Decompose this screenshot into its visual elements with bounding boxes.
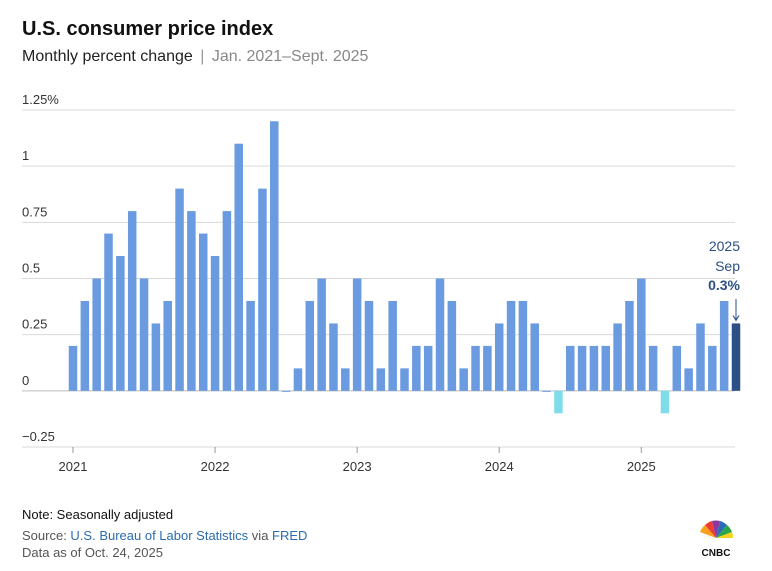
cnbc-logo: CNBC [700,520,734,558]
y-tick-label: 1.25% [22,92,59,107]
bar [625,300,634,391]
bar [139,278,149,391]
subtitle-separator: | [200,48,205,65]
bar [175,188,184,391]
bar [341,368,350,391]
source-bls-link[interactable]: U.S. Bureau of Labor Statistics [70,528,249,543]
bar [589,345,599,391]
bar [447,300,457,391]
axis-labels: 1.25% 1 0.75 0.5 0.25 0 −0.25 2021 2022 2023 2024 2… [22,92,656,474]
bar [317,278,326,391]
bar [637,278,646,391]
y-tick-label: 0.25 [22,317,47,332]
bar [566,345,575,391]
bar [518,300,528,391]
bar [329,323,338,391]
bars [68,121,741,414]
y-tick-label: 0 [22,373,29,388]
bar [471,345,480,391]
bar [400,368,409,391]
bar [305,300,315,391]
note-text: Note: Seasonally adjusted [22,507,174,522]
bar [210,256,220,391]
chart-title: U.S. consumer price index [22,18,274,40]
bar [281,390,291,392]
cpi-chart: 1.25% 1 0.75 0.5 0.25 0 −0.25 2021 2022 2023 2024 2… [22,92,741,474]
x-tick-label: 2021 [59,459,88,474]
x-tick-label: 2023 [343,459,372,474]
bar [270,121,279,391]
bar [258,188,267,391]
bar [601,345,611,391]
bar [364,300,374,391]
bar [293,368,303,391]
bar [708,345,717,391]
source-line: Source: U.S. Bureau of Labor Statistics … [22,528,307,543]
source-prefix: Source: [22,528,71,543]
bar [719,300,729,391]
annotation-month: Sep [715,258,740,274]
bar [352,278,362,391]
bar [483,345,492,391]
bar [68,345,78,391]
source-via: via [248,528,273,543]
bar [577,345,587,391]
x-tick-label: 2022 [201,459,230,474]
annotation-value: 0.3% [708,277,740,293]
y-tick-label: 1 [22,148,29,163]
bar [660,390,670,414]
source-fred-link[interactable]: FRED [272,528,308,543]
bar [554,390,563,414]
bar [80,300,90,391]
bar [530,323,539,391]
bar [187,211,196,391]
bar [435,278,445,391]
bar [648,345,658,391]
bar [613,323,622,391]
bar [672,345,682,391]
bar [104,233,113,391]
bar [388,300,397,391]
bar [494,323,504,391]
subtitle-text: Monthly percent change [22,48,193,65]
y-tick-label: 0.75 [22,204,47,219]
bar [234,143,243,391]
annotation-arrow-head [732,315,740,322]
bar [92,278,101,391]
data-as-of: Data as of Oct. 24, 2025 [22,545,163,560]
y-tick-label: −0.25 [22,429,55,444]
bar [684,368,693,391]
bar [731,323,741,391]
bar [151,323,161,391]
bar [423,345,433,391]
annotation-year: 2025 [709,238,740,254]
bar [376,368,386,391]
bar [459,368,468,391]
bar [116,256,125,391]
x-tick-label: 2025 [627,459,656,474]
x-tick-label: 2024 [485,459,514,474]
bar [412,345,421,391]
subtitle-range: Jan. 2021–Sept. 2025 [211,48,369,65]
y-tick-label: 0.5 [22,261,40,276]
bar [246,300,255,391]
bar [696,323,705,391]
bar [127,211,137,391]
annotation: 2025 Sep 0.3% [708,238,741,322]
bar [222,211,232,391]
chart-subtitle: Monthly percent change | Jan. 2021–Sept.… [22,48,368,66]
bar [506,300,516,391]
bar [542,390,551,392]
bar [163,300,172,391]
bar [198,233,208,391]
logo-text: CNBC [702,548,731,558]
